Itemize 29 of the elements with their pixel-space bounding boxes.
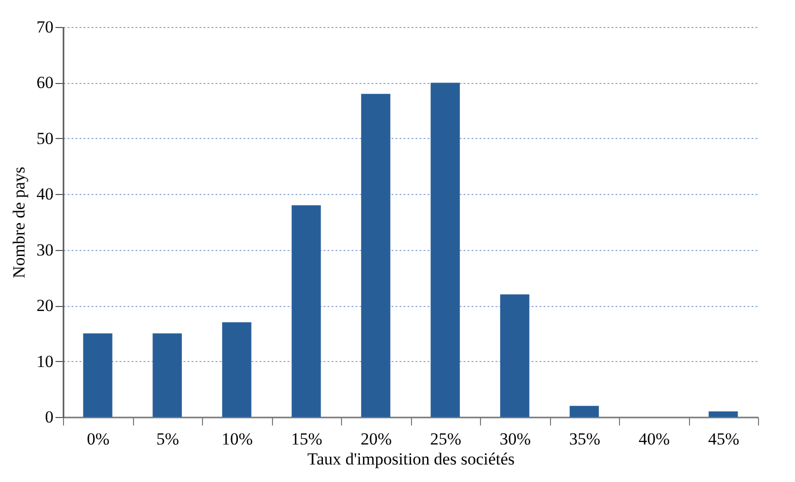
bar <box>222 322 252 417</box>
y-tick-label: 20 <box>36 296 54 316</box>
bar <box>152 333 182 417</box>
y-tick-label: 60 <box>36 73 54 92</box>
x-tick-label: 5% <box>156 430 180 448</box>
bar <box>430 82 460 417</box>
y-tick-label: 10 <box>36 352 54 371</box>
x-tick-label: 35% <box>569 430 600 448</box>
bar <box>570 406 599 417</box>
x-tick-label: 40% <box>638 430 670 448</box>
bar <box>708 411 738 417</box>
x-tick-label: 20% <box>360 430 392 448</box>
y-tick-label: 50 <box>36 128 54 148</box>
bar <box>292 205 321 417</box>
bar <box>500 294 530 417</box>
y-axis-title: Nombre de pays <box>10 166 28 278</box>
y-tick-label: 30 <box>36 240 54 260</box>
y-tick-label: 70 <box>36 18 54 36</box>
bar <box>361 94 390 417</box>
x-tick-label: 30% <box>500 430 531 448</box>
x-axis-title: Taux d'imposition des sociétés <box>307 450 515 468</box>
y-tick-label: 0 <box>45 408 54 426</box>
x-tick-label: 15% <box>291 430 322 448</box>
x-tick-label: 25% <box>430 430 462 448</box>
y-tick-label: 40 <box>36 184 54 204</box>
x-tick-label: 45% <box>708 430 740 448</box>
x-tick-label: 10% <box>222 430 253 448</box>
x-tick-label: 0% <box>86 430 110 448</box>
bar <box>83 333 112 417</box>
